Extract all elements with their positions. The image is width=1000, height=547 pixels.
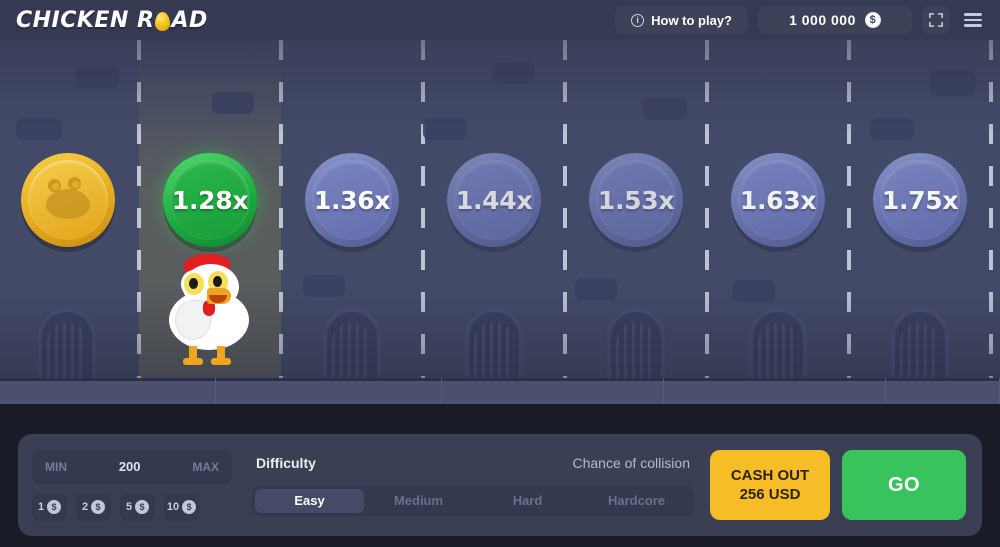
quick-bet-amount: 2 — [81, 500, 89, 513]
logo-text-first: CHICKEN R — [16, 7, 155, 33]
difficulty-hardcore[interactable]: Hardcore — [607, 493, 666, 508]
dollar-coin-icon: $ — [864, 12, 881, 28]
lane-grate — [607, 308, 665, 378]
chicken-beak — [207, 288, 231, 304]
app-header: CHICKEN R AD i How to play? 1 000 000 $ — [0, 0, 1000, 40]
game-road: 1.28x 1.36x 1.44x 1.53x 1.63x 1.75x — [0, 40, 1000, 378]
road-texture-box — [575, 278, 617, 300]
bet-amount-value[interactable]: 200 — [118, 459, 141, 474]
menu-line-1 — [964, 13, 982, 16]
coin-label: 1.44x — [455, 185, 533, 215]
lane-grate — [38, 308, 96, 378]
road-curb — [0, 378, 1000, 404]
dollar-coin-icon: $ — [91, 499, 106, 514]
cash-out-button[interactable]: CASH OUT 256 USD — [710, 450, 830, 520]
how-to-play-button[interactable]: i How to play? — [615, 6, 748, 34]
lane-divider — [279, 40, 283, 378]
fullscreen-button[interactable] — [922, 6, 950, 34]
road-texture-box — [303, 275, 345, 297]
coin-label: 1.75x — [881, 185, 959, 215]
road-texture-box — [212, 92, 254, 114]
chicken-drumstick-icon — [40, 177, 96, 223]
road-texture-box — [930, 70, 976, 96]
menu-line-2 — [964, 18, 982, 22]
coin-multiplier[interactable]: 1.75x — [873, 153, 967, 247]
fullscreen-expand-icon — [929, 13, 943, 27]
balance-amount: 1 000 000 — [789, 12, 856, 28]
difficulty-label: Difficulty — [256, 454, 316, 471]
balance-display[interactable]: 1 000 000 $ — [758, 6, 912, 34]
coin-multiplier[interactable]: 1.63x — [731, 153, 825, 247]
lane-grate — [323, 308, 381, 378]
go-button[interactable]: GO — [842, 450, 966, 520]
bet-controls: MIN 200 MAX 1 $ 2 $ 5 $ 10 — [32, 449, 232, 521]
control-panel: MIN 200 MAX 1 $ 2 $ 5 $ 10 — [18, 434, 982, 536]
lane-divider — [563, 40, 567, 378]
info-icon: i — [631, 13, 645, 27]
coin-multiplier-active[interactable]: 1.28x — [163, 153, 257, 247]
dollar-coin-icon: $ — [47, 499, 62, 514]
lane-divider — [847, 40, 851, 378]
road-texture-box — [493, 62, 535, 84]
lane-divider — [705, 40, 709, 378]
road-texture-box — [870, 118, 914, 140]
cash-out-line-1: CASH OUT — [730, 467, 810, 484]
road-texture-box — [733, 280, 775, 302]
lane-grate — [465, 308, 523, 378]
dollar-coin-icon: $ — [135, 499, 150, 514]
difficulty-easy[interactable]: Easy — [255, 488, 364, 513]
how-to-play-label: How to play? — [651, 12, 732, 28]
lane-divider — [137, 40, 141, 378]
menu-line-3 — [964, 24, 982, 27]
bet-amount-row: MIN 200 MAX — [32, 449, 232, 484]
chicken-eye-left — [181, 270, 207, 298]
quick-bet-2[interactable]: 2 $ — [76, 492, 111, 521]
quick-bet-10[interactable]: 10 $ — [164, 492, 199, 521]
action-buttons: CASH OUT 256 USD GO — [710, 450, 966, 520]
difficulty-labels: Difficulty Chance of collision — [252, 455, 694, 471]
bet-max-button[interactable]: MAX — [192, 459, 219, 474]
quick-bet-amount: 5 — [125, 500, 133, 513]
road-texture-box — [643, 98, 687, 120]
lane-divider — [989, 40, 993, 378]
quick-bet-5[interactable]: 5 $ — [120, 492, 155, 521]
bet-min-button[interactable]: MIN — [45, 459, 67, 474]
difficulty-medium[interactable]: Medium — [393, 493, 444, 508]
cash-out-line-2: 256 USD — [739, 486, 801, 503]
lane-divider — [421, 40, 425, 378]
difficulty-selector: Easy Medium Hard Hardcore — [252, 485, 694, 516]
logo-text-second: AD — [171, 7, 208, 33]
hamburger-menu-button[interactable] — [960, 6, 986, 34]
road-texture-box — [16, 118, 62, 140]
lane-grate — [891, 308, 949, 378]
collision-chance-label: Chance of collision — [572, 454, 690, 471]
coin-multiplier[interactable]: 1.36x — [305, 153, 399, 247]
quick-bet-chips: 1 $ 2 $ 5 $ 10 $ — [32, 492, 232, 521]
difficulty-section: Difficulty Chance of collision Easy Medi… — [252, 455, 694, 516]
app-logo: CHICKEN R AD — [16, 8, 208, 33]
chicken-character — [163, 254, 255, 365]
chicken-foot-left — [183, 358, 203, 365]
dollar-coin-icon: $ — [182, 499, 197, 514]
road-texture-box — [423, 118, 467, 140]
difficulty-hard[interactable]: Hard — [512, 493, 543, 508]
header-actions: i How to play? 1 000 000 $ — [615, 6, 986, 34]
quick-bet-1[interactable]: 1 $ — [32, 492, 67, 521]
golden-egg-icon — [155, 11, 171, 31]
chicken-foot-right — [211, 358, 231, 365]
quick-bet-amount: 10 — [166, 500, 180, 513]
road-texture-box — [75, 66, 119, 88]
coin-label: 1.63x — [739, 185, 817, 215]
coin-multiplier[interactable]: 1.53x — [589, 153, 683, 247]
coin-multiplier[interactable]: 1.44x — [447, 153, 541, 247]
coin-label: 1.28x — [171, 185, 249, 215]
coin-label: 1.36x — [313, 185, 391, 215]
coin-label: 1.53x — [597, 185, 675, 215]
coin-start[interactable] — [21, 153, 115, 247]
quick-bet-amount: 1 — [37, 500, 45, 513]
lane-grate — [749, 308, 807, 378]
